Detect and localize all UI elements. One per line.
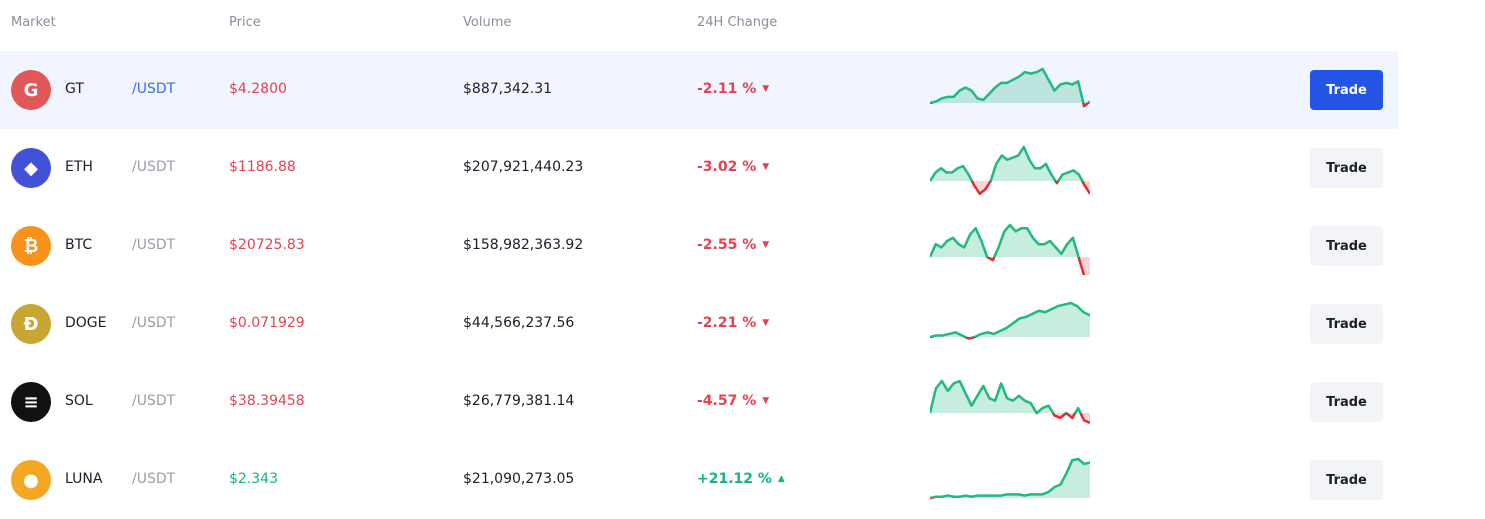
market-row[interactable]: G GT /USDT $4.2800 $887,342.31 -2.11 % ▼ …	[0, 51, 1398, 129]
market-row[interactable]: ₿ BTC /USDT $20725.83 $158,982,363.92 -2…	[0, 207, 1398, 285]
sparkline-line	[930, 301, 1090, 337]
sparkline-line	[930, 413, 1090, 425]
market-symbol: BTC	[65, 237, 93, 253]
sparkline-line	[930, 457, 1090, 498]
sparkline-chart	[930, 457, 1090, 500]
header-24h-change: 24H Change	[697, 15, 778, 30]
market-row[interactable]: ≡ SOL /USDT $38.39458 $26,779,381.14 -4.…	[0, 363, 1398, 441]
sparkline-chart	[930, 223, 1090, 275]
change: +21.12 % ▲	[697, 471, 785, 487]
trade-button[interactable]: Trade	[1310, 382, 1383, 422]
volume: $21,090,273.05	[463, 471, 575, 487]
change-value: -2.11 %	[697, 81, 757, 97]
quote-currency[interactable]: /USDT	[132, 315, 176, 331]
sparkline-area	[930, 381, 1090, 413]
quote-currency[interactable]: /USDT	[132, 393, 176, 409]
sparkline-chart	[930, 67, 1090, 108]
market-row[interactable]: ● LUNA /USDT $2.343 $21,090,273.05 +21.1…	[0, 441, 1398, 519]
triangle-down-icon: ▼	[762, 318, 770, 328]
sparkline-area	[930, 459, 1090, 498]
quote-currency[interactable]: /USDT	[132, 237, 176, 253]
trade-button[interactable]: Trade	[1310, 226, 1383, 266]
sparkline-chart	[930, 301, 1090, 340]
market-symbol: LUNA	[65, 471, 103, 487]
volume: $44,566,237.56	[463, 315, 575, 331]
market-symbol: GT	[65, 81, 84, 97]
change-value: -2.21 %	[697, 315, 757, 331]
sparkline-line	[930, 145, 1084, 181]
price: $38.39458	[229, 393, 305, 409]
header-price: Price	[229, 15, 261, 30]
sparkline-line	[930, 379, 1082, 413]
market-symbol: ETH	[65, 159, 93, 175]
change-value: -2.55 %	[697, 237, 757, 253]
sparkline-area	[930, 69, 1090, 103]
header-volume: Volume	[463, 15, 512, 30]
triangle-up-icon: ▲	[777, 474, 785, 484]
market-row[interactable]: Ð DOGE /USDT $0.071929 $44,566,237.56 -2…	[0, 285, 1398, 363]
quote-currency[interactable]: /USDT	[132, 81, 176, 97]
terra-luna-icon: ●	[11, 460, 51, 500]
market-symbol: SOL	[65, 393, 93, 409]
volume: $207,921,440.23	[463, 159, 584, 175]
sparkline-area	[930, 225, 1090, 257]
change-value: +21.12 %	[697, 471, 772, 487]
sparkline-area	[930, 303, 1090, 337]
trade-button[interactable]: Trade	[1310, 70, 1383, 110]
change-value: -4.57 %	[697, 393, 757, 409]
triangle-down-icon: ▼	[762, 84, 770, 94]
ethereum-icon: ◆	[11, 148, 51, 188]
price: $2.343	[229, 471, 278, 487]
volume: $887,342.31	[463, 81, 553, 97]
gatetoken-icon: G	[11, 70, 51, 110]
quote-currency[interactable]: /USDT	[132, 471, 176, 487]
trade-button[interactable]: Trade	[1310, 148, 1383, 188]
change: -4.57 % ▼	[697, 393, 769, 409]
price: $0.071929	[229, 315, 305, 331]
sparkline-line	[930, 223, 1080, 257]
market-symbol: DOGE	[65, 315, 107, 331]
trade-button[interactable]: Trade	[1310, 460, 1383, 500]
price: $1186.88	[229, 159, 296, 175]
change: -3.02 % ▼	[697, 159, 769, 175]
sparkline-chart	[930, 379, 1090, 425]
volume: $26,779,381.14	[463, 393, 575, 409]
triangle-down-icon: ▼	[762, 396, 770, 406]
header-market: Market	[11, 15, 56, 30]
solana-icon: ≡	[11, 382, 51, 422]
quote-currency[interactable]: /USDT	[132, 159, 176, 175]
change-value: -3.02 %	[697, 159, 757, 175]
volume: $158,982,363.92	[463, 237, 584, 253]
trade-button[interactable]: Trade	[1310, 304, 1383, 344]
dogecoin-icon: Ð	[11, 304, 51, 344]
triangle-down-icon: ▼	[762, 240, 770, 250]
bitcoin-icon: ₿	[11, 226, 51, 266]
price: $4.2800	[229, 81, 287, 97]
change: -2.55 % ▼	[697, 237, 769, 253]
price: $20725.83	[229, 237, 305, 253]
sparkline-line	[930, 67, 1090, 103]
change: -2.11 % ▼	[697, 81, 769, 97]
market-row[interactable]: ◆ ETH /USDT $1186.88 $207,921,440.23 -3.…	[0, 129, 1398, 207]
triangle-down-icon: ▼	[762, 162, 770, 172]
change: -2.21 % ▼	[697, 315, 769, 331]
sparkline-chart	[930, 145, 1090, 195]
